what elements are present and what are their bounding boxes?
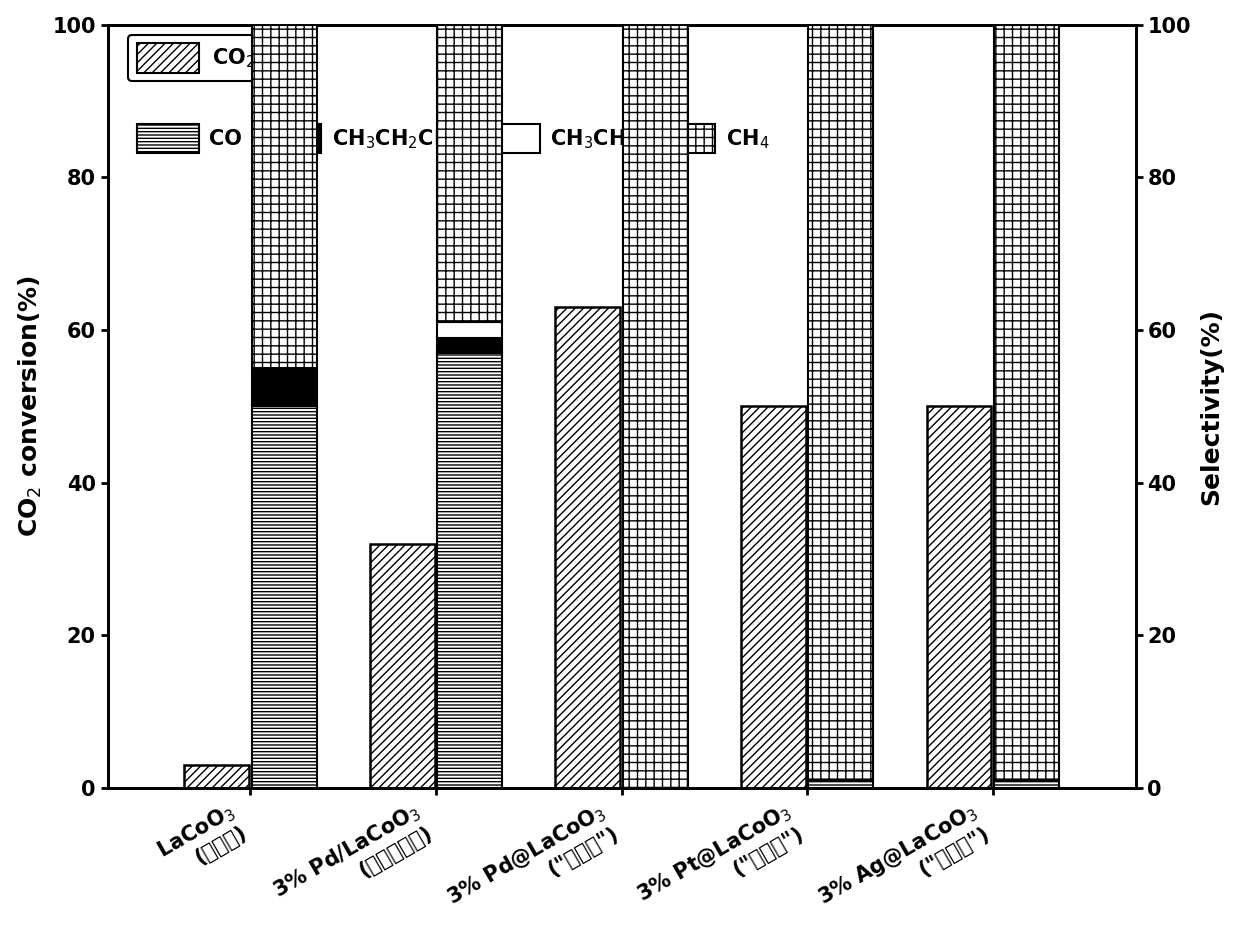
Bar [252,406,316,788]
Y-axis label: Selectivity(%): Selectivity(%) [1199,308,1224,505]
Bar [370,544,435,788]
Bar [556,307,620,788]
Bar [994,25,1059,780]
Y-axis label: CO$_2$ conversion(%): CO$_2$ conversion(%) [16,276,43,537]
Bar [438,337,502,353]
Bar [808,780,873,788]
Legend: CO, CH$_3$CH$_2$CH$_3$, CH$_3$CH$_3$, CH$_4$: CO, CH$_3$CH$_2$CH$_3$, CH$_3$CH$_3$, CH… [128,116,777,161]
Bar [622,25,688,788]
Bar [438,353,502,788]
Bar [185,765,249,788]
Bar [252,25,316,368]
Bar [252,368,316,406]
Bar [808,25,873,780]
Bar [438,322,502,337]
Bar [994,780,1059,788]
Bar [926,406,992,788]
Bar [438,25,502,322]
Bar [742,406,806,788]
